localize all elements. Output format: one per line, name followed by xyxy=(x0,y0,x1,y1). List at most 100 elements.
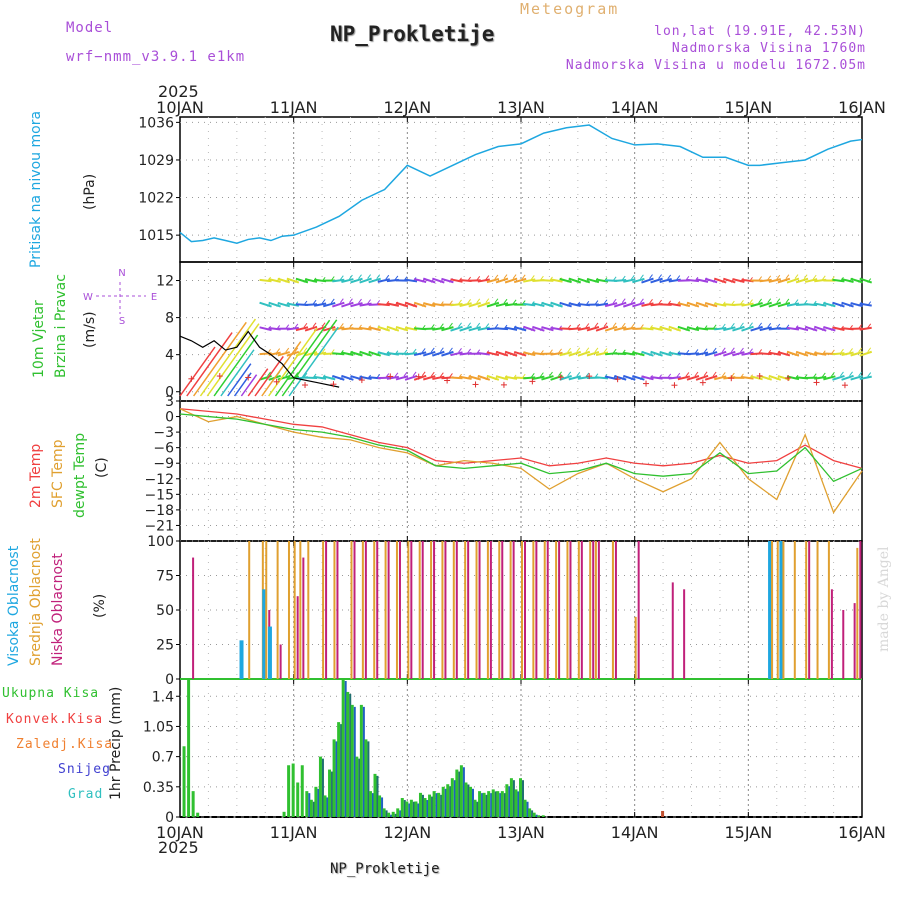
wind-barb-tick xyxy=(321,322,326,328)
wind-barb-tick xyxy=(776,323,781,329)
wind-barb xyxy=(622,301,636,308)
precip-bar xyxy=(505,784,509,817)
wind-barb xyxy=(504,277,518,284)
wind-barb-tick xyxy=(476,349,481,355)
wind-barb-tick xyxy=(294,347,299,353)
wind-barb-tick xyxy=(776,274,781,280)
wind-barb-tick xyxy=(812,373,817,378)
cloud-low-bar xyxy=(376,541,379,679)
wind-barb xyxy=(450,302,463,307)
wind-barb xyxy=(613,375,627,381)
wind-barb-tick xyxy=(594,300,599,305)
wind-barb xyxy=(268,301,281,308)
wind-barb xyxy=(377,325,391,332)
cloud-low-bar xyxy=(192,557,195,679)
wind-barb-tick xyxy=(358,274,362,279)
cloud-low-bar xyxy=(398,541,401,679)
wind-barb xyxy=(859,277,873,284)
y-tick-label: 1022 xyxy=(138,191,174,207)
cloud-mid-bar xyxy=(816,541,819,679)
wind-barb xyxy=(359,326,372,331)
temp2m-line xyxy=(179,408,863,470)
wind-barb xyxy=(723,326,736,332)
wind-barb-tick xyxy=(367,299,371,304)
wind-barb xyxy=(341,278,354,283)
wind-barb xyxy=(595,351,609,356)
wind-barb xyxy=(723,277,736,284)
wind-barb-tick xyxy=(458,299,462,305)
wind-barb-tick xyxy=(330,298,335,304)
y-tick-label: 1.4 xyxy=(152,689,174,705)
wind-barb xyxy=(522,325,536,332)
precip-bar xyxy=(450,778,454,817)
cloud-mid-bar xyxy=(322,541,325,679)
wind-barb xyxy=(277,301,291,308)
bottom-year: 2025 xyxy=(158,838,199,857)
wind-barb xyxy=(668,376,681,380)
precip-bar xyxy=(355,756,359,817)
wind-barb xyxy=(286,302,300,307)
wind-barb-tick xyxy=(539,275,544,281)
wind-barb xyxy=(486,351,500,357)
wind-barb xyxy=(350,375,363,381)
wind-barb xyxy=(568,375,581,381)
wind-barb xyxy=(713,350,727,357)
wind-barb-tick xyxy=(312,322,317,328)
wind-barb xyxy=(613,326,627,332)
wind-barb-tick xyxy=(421,324,426,330)
precip-bar xyxy=(332,739,336,817)
wind-barb-tick xyxy=(439,323,444,329)
precip-snow-bar xyxy=(449,786,452,817)
wind-barb-tick xyxy=(785,324,790,330)
precip-snow-bar xyxy=(435,793,438,817)
y-tick-label: 0.35 xyxy=(143,780,174,796)
wind-barb xyxy=(786,302,800,307)
wind-barb xyxy=(468,375,481,381)
cloud-mid-bar xyxy=(782,541,785,679)
wind-barb-tick xyxy=(394,372,399,378)
y-tick-label: 1036 xyxy=(138,115,174,131)
precip-bar xyxy=(341,679,345,817)
precip-snow-bar xyxy=(381,797,384,817)
wind-barb xyxy=(841,301,854,308)
wind-barb xyxy=(568,327,581,331)
precip-snow-bar xyxy=(508,786,511,817)
wind-barb xyxy=(677,325,691,332)
wind-barb xyxy=(550,351,563,356)
cloud-low-bar xyxy=(535,541,538,679)
wind-barb xyxy=(322,375,336,381)
y-tick-label: 25 xyxy=(156,638,174,654)
wind-barb xyxy=(704,301,718,308)
wind-barb xyxy=(623,351,636,356)
y-tick-label: 8 xyxy=(165,311,174,327)
wind-barb xyxy=(732,278,745,283)
cloud-low-bar xyxy=(580,541,583,679)
wind-barb-tick xyxy=(758,322,763,328)
wind-barb xyxy=(313,302,327,307)
wind-barb xyxy=(513,326,527,332)
wind-barb xyxy=(341,374,354,381)
wind-barb-tick xyxy=(394,275,399,281)
precip-snow-bar xyxy=(522,780,524,817)
wind-barb-tick xyxy=(776,298,781,303)
wind-barb xyxy=(359,350,372,357)
wind-barb-tick xyxy=(285,324,290,329)
precip-bar xyxy=(455,769,459,817)
top-date-label: 15JAN xyxy=(724,98,772,117)
wind-barb-tick xyxy=(549,371,553,377)
wind-barb xyxy=(304,351,318,357)
precip-snow-bar xyxy=(408,803,411,817)
precip-bar xyxy=(473,799,477,817)
wind-barb xyxy=(668,302,681,307)
precip-bar xyxy=(387,812,391,817)
cloud-low-bar xyxy=(455,541,458,679)
wind-barb-tick xyxy=(612,276,617,282)
cloud-low-bar xyxy=(637,541,640,679)
precip-grad-label: Grad xyxy=(68,787,104,802)
wind-barb xyxy=(477,351,490,356)
cloud-mid-bar xyxy=(293,541,296,679)
bottom-date-label: 14JAN xyxy=(611,823,659,842)
wind-barb xyxy=(441,350,454,357)
wind-barb xyxy=(350,351,363,357)
wind-barb-tick xyxy=(867,323,872,329)
